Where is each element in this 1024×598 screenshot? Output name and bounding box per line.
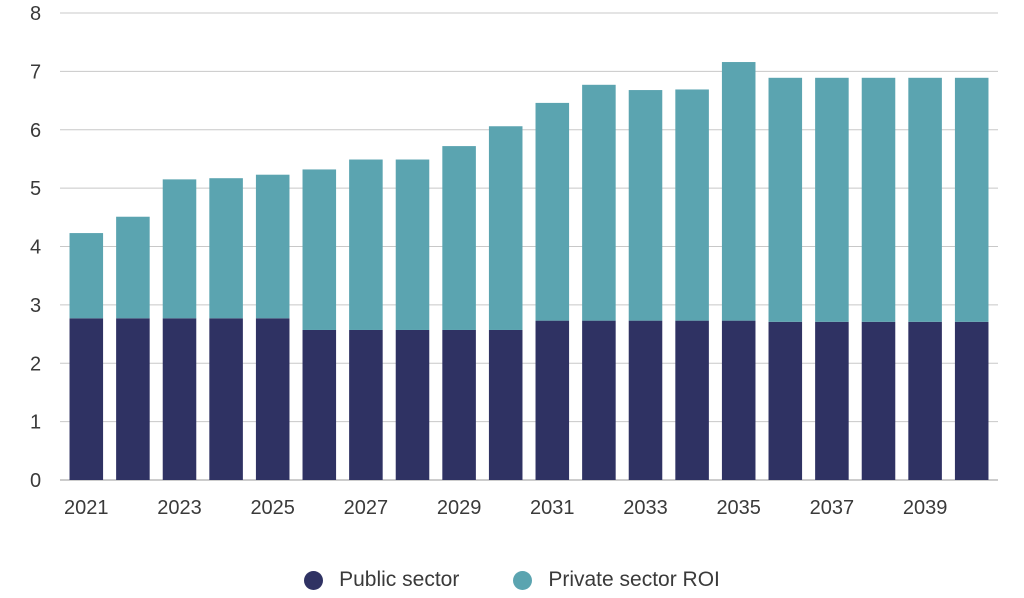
bar-public-sector-2033 [628, 320, 663, 480]
bar-private-sector-roi-2034 [675, 89, 709, 321]
y-tick-label: 2 [30, 353, 41, 375]
bar-private-sector-roi-2039 [908, 77, 942, 322]
x-tick-label: 2029 [437, 497, 482, 519]
x-tick-label: 2039 [903, 497, 948, 519]
bar-private-sector-roi-2031 [535, 102, 570, 321]
x-tick-label: 2033 [623, 497, 668, 519]
legend: Public sector Private sector ROI [0, 565, 1024, 595]
legend-swatch-public-sector [304, 570, 324, 590]
bar-public-sector-2024 [209, 318, 243, 480]
bar-private-sector-roi-2029 [442, 146, 476, 330]
y-tick-label: 4 [30, 237, 41, 259]
bar-public-sector-2022 [116, 318, 150, 480]
bar-private-sector-roi-2024 [209, 178, 243, 319]
bar-public-sector-2031 [535, 320, 570, 480]
x-tick-label: 2025 [250, 497, 295, 519]
bar-public-sector-2040 [954, 321, 989, 480]
bar-public-sector-2038 [861, 321, 896, 480]
bar-public-sector-2028 [395, 329, 430, 480]
y-tick-label: 8 [30, 3, 41, 25]
bar-public-sector-2034 [675, 320, 709, 480]
y-tick-label: 7 [30, 61, 41, 83]
legend-swatch-private-sector-roi [513, 570, 533, 590]
x-tick-label: 2031 [530, 497, 575, 519]
bar-public-sector-2021 [69, 318, 104, 480]
x-tick-label: 2027 [344, 497, 389, 519]
bar-private-sector-roi-2035 [721, 62, 756, 321]
bar-public-sector-2032 [582, 320, 616, 480]
bar-private-sector-roi-2036 [768, 77, 803, 322]
y-tick-label: 6 [30, 120, 41, 142]
bar-public-sector-2030 [488, 329, 523, 480]
bar-public-sector-2026 [302, 329, 337, 480]
bar-public-sector-2036 [768, 321, 803, 480]
bar-private-sector-roi-2037 [815, 77, 849, 322]
bar-private-sector-roi-2025 [255, 174, 290, 319]
x-axis-ticks: 2021 2023 2025 2027 2029 2031 2033 2035 2037 2039 [64, 497, 947, 519]
x-tick-label: 2023 [157, 497, 202, 519]
bar-private-sector-roi-2032 [582, 84, 616, 321]
y-axis-ticks: 0 1 2 3 4 5 6 7 8 [30, 3, 41, 492]
bars [69, 62, 989, 480]
bar-private-sector-roi-2027 [349, 159, 383, 330]
bar-private-sector-roi-2022 [116, 216, 150, 319]
y-tick-label: 3 [30, 295, 41, 317]
y-tick-label: 5 [30, 178, 41, 200]
bar-private-sector-roi-2038 [861, 77, 896, 322]
bar-private-sector-roi-2033 [628, 90, 663, 321]
legend-label-private-sector-roi: Private sector ROI [548, 568, 720, 591]
bar-private-sector-roi-2028 [395, 159, 430, 330]
bar-public-sector-2029 [442, 329, 476, 480]
bar-public-sector-2025 [255, 318, 290, 480]
x-tick-label: 2037 [810, 497, 855, 519]
bar-public-sector-2039 [908, 321, 942, 480]
bar-public-sector-2023 [162, 318, 197, 480]
legend-item-public-sector: Public sector [304, 568, 459, 592]
bar-public-sector-2027 [349, 329, 383, 480]
bar-private-sector-roi-2040 [954, 77, 989, 322]
bar-private-sector-roi-2023 [162, 179, 197, 319]
y-tick-label: 1 [30, 412, 41, 434]
legend-label-public-sector: Public sector [339, 568, 460, 591]
x-tick-label: 2021 [64, 497, 109, 519]
bar-private-sector-roi-2021 [69, 233, 104, 319]
x-tick-label: 2035 [716, 497, 761, 519]
y-tick-label: 0 [30, 470, 41, 492]
legend-item-private-sector-roi: Private sector ROI [513, 568, 720, 592]
bar-private-sector-roi-2026 [302, 169, 337, 330]
gridlines [60, 12, 998, 481]
bar-private-sector-roi-2030 [488, 126, 523, 330]
bar-public-sector-2037 [815, 321, 849, 480]
bar-public-sector-2035 [721, 320, 756, 480]
